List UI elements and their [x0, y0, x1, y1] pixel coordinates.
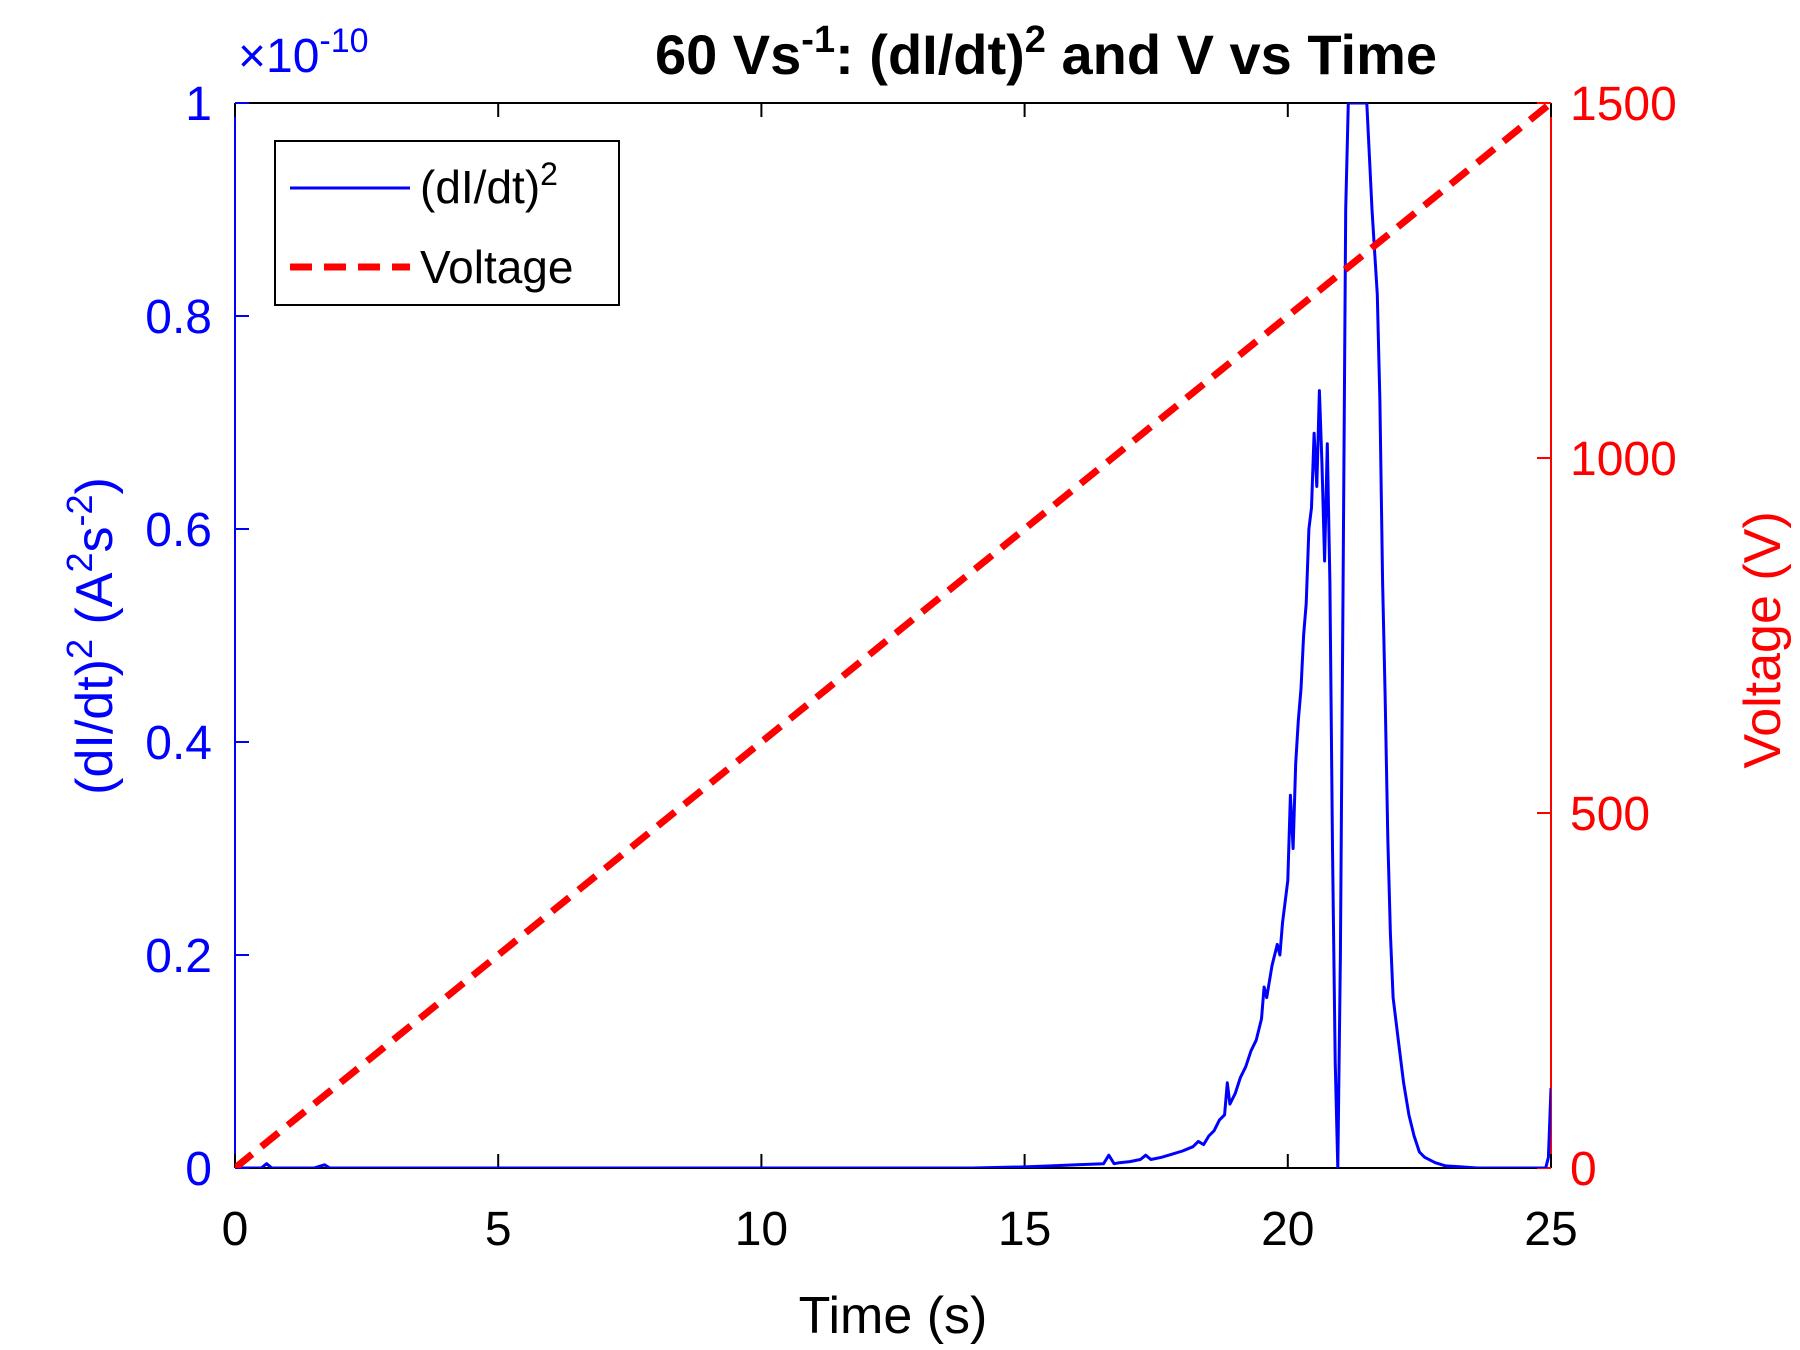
x-tick-label: 5 [485, 1203, 512, 1256]
x-tick-label: 10 [735, 1203, 788, 1256]
series-line-voltage [235, 103, 1551, 1168]
y-left-tick-label: 0 [185, 1143, 212, 1196]
y-right-tick-label: 1500 [1570, 78, 1677, 131]
y-right-tick-label: 0 [1570, 1143, 1597, 1196]
legend-label-didt: (dI/dt)2 [420, 156, 558, 213]
y-axis-label-right: Voltage (V) [1734, 511, 1792, 768]
y-left-tick-label: 0.4 [145, 717, 212, 770]
x-tick-label: 0 [222, 1203, 249, 1256]
y-left-tick-label: 0.8 [145, 291, 212, 344]
series-line-didt [235, 103, 1551, 1168]
y-right-tick-label: 1000 [1570, 433, 1677, 486]
y-left-tick-label: 0.2 [145, 930, 212, 983]
y-right-tick-label: 500 [1570, 788, 1650, 841]
x-tick-label: 20 [1261, 1203, 1314, 1256]
x-tick-label: 15 [998, 1203, 1051, 1256]
y-left-tick-label: 1 [185, 78, 212, 131]
legend-box [274, 140, 620, 306]
chart-title: 60 Vs-1: (dI/dt)2 and V vs Time [655, 19, 1437, 86]
legend: (dI/dt)2 Voltage [274, 140, 620, 306]
y-left-tick-label: 0.6 [145, 504, 212, 557]
x-axis-label: Time (s) [799, 1287, 988, 1345]
y-exponent-label: ×10-10 [238, 22, 369, 83]
x-tick-label: 25 [1524, 1203, 1577, 1256]
legend-label-voltage: Voltage [420, 241, 573, 293]
y-axis-label-left: (dI/dt)2 (A2s-2) [59, 477, 124, 795]
